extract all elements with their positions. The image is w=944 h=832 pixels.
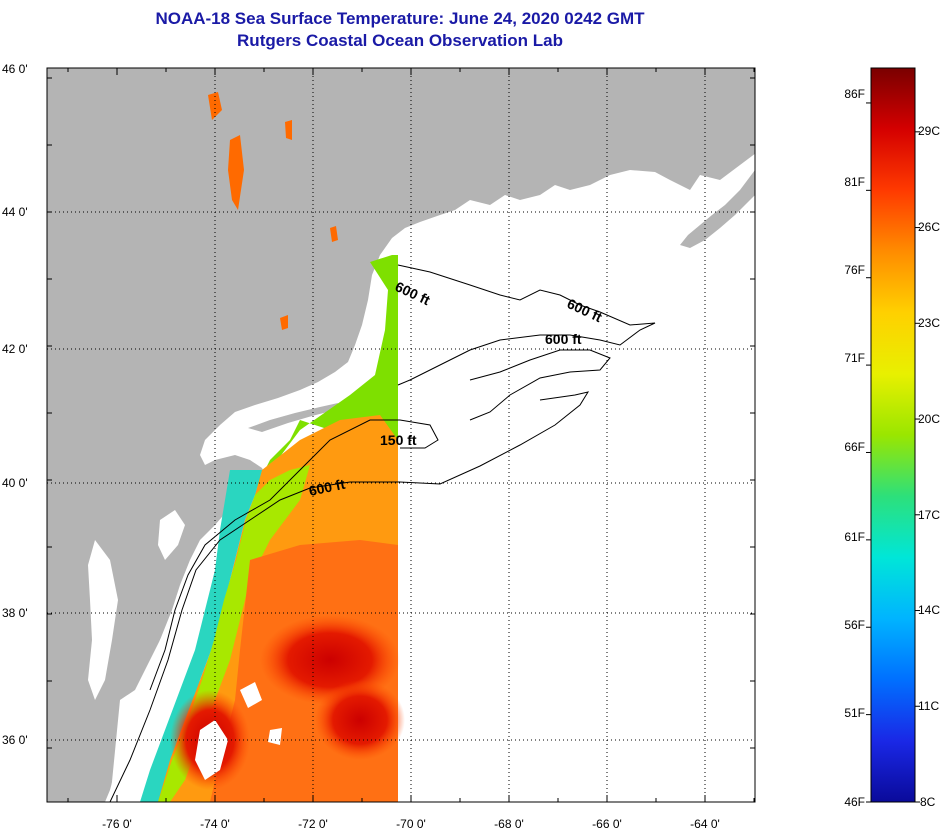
contour-150ft bbox=[149, 419, 439, 691]
bathymetry-contours bbox=[109, 264, 656, 802]
lat-labels: 46 0' 44 0' 42 0' 40 0' 38 0' 36 0' bbox=[2, 62, 28, 747]
colorbar-c-label: 11C bbox=[918, 699, 939, 713]
lat-label: 40 0' bbox=[2, 476, 28, 490]
colorbar-f-label: 86F bbox=[844, 87, 865, 101]
lon-label: -76 0' bbox=[102, 817, 132, 831]
colorbar-f-ticks bbox=[866, 102, 920, 803]
lat-label: 42 0' bbox=[2, 342, 28, 356]
water-chesapeake-bay bbox=[88, 540, 118, 700]
colorbar-c-label: 26C bbox=[918, 220, 940, 234]
lon-labels: -76 0' -74 0' -72 0' -70 0' -68 0' -66 0… bbox=[102, 817, 720, 831]
colorbar-f-labels: 86F 81F 76F 71F 66F 61F 56F 51F 46F bbox=[844, 87, 865, 809]
colorbar-c-label: 8C bbox=[920, 795, 936, 809]
lon-label: -72 0' bbox=[298, 817, 328, 831]
inland-sst-specks bbox=[208, 92, 338, 330]
contour-label: 600 ft bbox=[307, 476, 346, 499]
contour-600ft-south bbox=[109, 391, 590, 802]
lon-label: -74 0' bbox=[200, 817, 230, 831]
water-delaware-bay bbox=[158, 510, 185, 560]
contour-label: 600 ft bbox=[545, 331, 582, 347]
sst-cloud-gaps bbox=[195, 682, 282, 780]
lat-label: 46 0' bbox=[2, 62, 28, 76]
colorbar-c-label: 17C bbox=[918, 508, 940, 522]
colorbar-f-label: 81F bbox=[844, 175, 865, 189]
lon-label: -70 0' bbox=[396, 817, 426, 831]
lon-label: -66 0' bbox=[592, 817, 622, 831]
axis-ticks bbox=[47, 68, 755, 802]
map-title: NOAA-18 Sea Surface Temperature: June 24… bbox=[155, 9, 645, 28]
lat-label: 38 0' bbox=[2, 606, 28, 620]
contour-georges-bank bbox=[469, 349, 611, 421]
contour-label: 150 ft bbox=[380, 432, 417, 448]
sst-swath-coastal-cyan bbox=[140, 470, 262, 802]
contour-600ft-gulf-maine bbox=[397, 264, 656, 386]
title-block: NOAA-18 Sea Surface Temperature: June 24… bbox=[0, 8, 800, 52]
colorbar-c-label: 23C bbox=[918, 316, 940, 330]
colorbar-c-label: 29C bbox=[918, 124, 940, 138]
water-nearshore-shelf bbox=[110, 560, 205, 802]
map-frame bbox=[46, 67, 756, 803]
colorbar-f-label: 61F bbox=[844, 530, 865, 544]
lon-label: -68 0' bbox=[494, 817, 524, 831]
colorbar-c-label: 14C bbox=[918, 603, 940, 617]
land-nova-scotia bbox=[680, 170, 755, 248]
colorbar-f-label: 76F bbox=[844, 263, 865, 277]
lon-label: -64 0' bbox=[690, 817, 720, 831]
sst-warm-core-2 bbox=[315, 680, 405, 760]
colorbar-c-label: 20C bbox=[918, 412, 940, 426]
colorbar-f-label: 51F bbox=[844, 706, 865, 720]
colorbar-c-labels: 29C 26C 23C 20C 17C 14C 11C 8C bbox=[918, 124, 940, 809]
lat-label: 36 0' bbox=[2, 733, 28, 747]
colorbar-f-label: 46F bbox=[844, 795, 865, 809]
colorbar-f-label: 66F bbox=[844, 440, 865, 454]
lat-label: 44 0' bbox=[2, 205, 28, 219]
land-long-island bbox=[248, 403, 338, 432]
colorbar-f-label: 56F bbox=[844, 618, 865, 632]
colorbar-f-label: 71F bbox=[844, 351, 865, 365]
map-area bbox=[47, 68, 755, 802]
map-subtitle: Rutgers Coastal Ocean Observation Lab bbox=[237, 31, 563, 50]
land-mainland bbox=[47, 68, 755, 802]
colorbar bbox=[870, 67, 916, 803]
